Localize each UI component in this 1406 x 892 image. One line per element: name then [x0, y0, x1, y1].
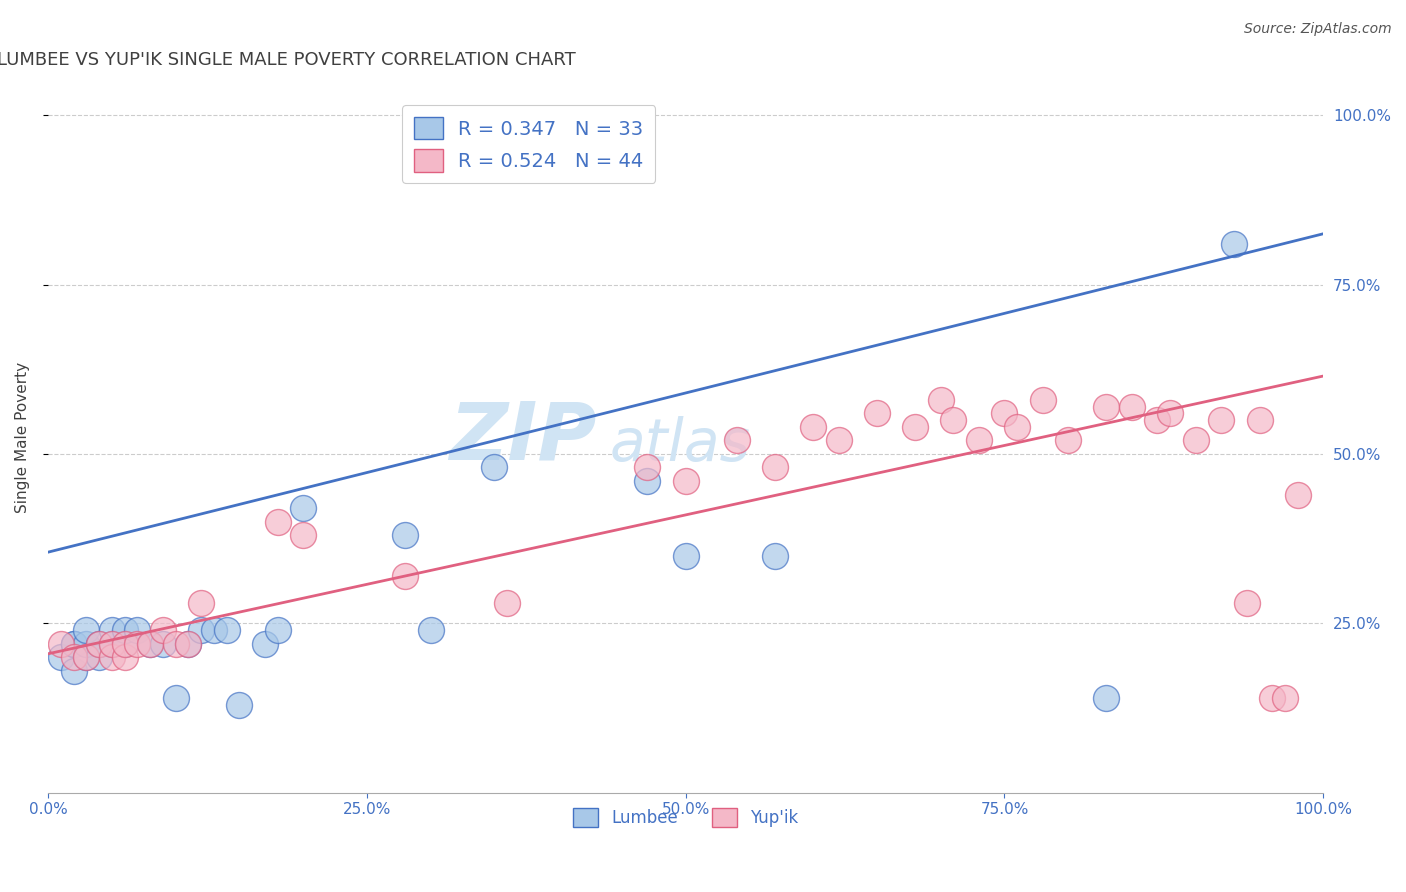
Point: [1274, 690, 1296, 705]
Point: [484, 460, 506, 475]
Point: [127, 637, 149, 651]
Point: [62, 650, 84, 665]
Point: [828, 434, 851, 448]
Text: Source: ZipAtlas.com: Source: ZipAtlas.com: [1244, 22, 1392, 37]
Point: [114, 623, 136, 637]
Y-axis label: Single Male Poverty: Single Male Poverty: [15, 361, 30, 513]
Point: [101, 623, 124, 637]
Point: [763, 549, 786, 563]
Point: [1146, 413, 1168, 427]
Point: [114, 637, 136, 651]
Point: [1095, 690, 1118, 705]
Text: atlas: atlas: [609, 416, 751, 473]
Point: [139, 637, 162, 651]
Point: [75, 623, 97, 637]
Point: [62, 637, 84, 651]
Point: [1032, 392, 1054, 407]
Point: [292, 501, 315, 516]
Point: [292, 528, 315, 542]
Point: [177, 637, 200, 651]
Point: [266, 623, 288, 637]
Point: [152, 623, 174, 637]
Point: [152, 637, 174, 651]
Point: [1057, 434, 1080, 448]
Point: [75, 650, 97, 665]
Point: [75, 637, 97, 651]
Point: [1095, 400, 1118, 414]
Point: [139, 637, 162, 651]
Point: [636, 460, 658, 475]
Point: [967, 434, 990, 448]
Point: [165, 637, 187, 651]
Text: ZIP: ZIP: [449, 398, 596, 476]
Point: [929, 392, 952, 407]
Point: [49, 650, 72, 665]
Point: [1121, 400, 1143, 414]
Point: [49, 637, 72, 651]
Point: [101, 650, 124, 665]
Point: [496, 596, 519, 610]
Point: [1159, 406, 1181, 420]
Point: [1286, 487, 1309, 501]
Point: [636, 474, 658, 488]
Point: [190, 596, 212, 610]
Point: [1236, 596, 1258, 610]
Point: [904, 420, 927, 434]
Point: [87, 637, 110, 651]
Point: [419, 623, 441, 637]
Point: [228, 698, 250, 712]
Point: [75, 650, 97, 665]
Point: [202, 623, 225, 637]
Point: [394, 528, 416, 542]
Point: [1223, 236, 1246, 251]
Point: [253, 637, 276, 651]
Point: [87, 650, 110, 665]
Point: [114, 650, 136, 665]
Point: [62, 637, 84, 651]
Point: [165, 690, 187, 705]
Point: [101, 637, 124, 651]
Point: [177, 637, 200, 651]
Point: [215, 623, 238, 637]
Point: [87, 637, 110, 651]
Point: [801, 420, 824, 434]
Point: [1184, 434, 1206, 448]
Point: [942, 413, 965, 427]
Point: [1211, 413, 1233, 427]
Point: [763, 460, 786, 475]
Point: [1005, 420, 1028, 434]
Point: [101, 637, 124, 651]
Point: [1261, 690, 1284, 705]
Point: [675, 474, 697, 488]
Point: [394, 569, 416, 583]
Point: [190, 623, 212, 637]
Point: [725, 434, 748, 448]
Point: [266, 515, 288, 529]
Point: [114, 637, 136, 651]
Point: [675, 549, 697, 563]
Point: [62, 664, 84, 678]
Legend: Lumbee, Yup'ik: Lumbee, Yup'ik: [567, 802, 804, 834]
Text: LUMBEE VS YUP'IK SINGLE MALE POVERTY CORRELATION CHART: LUMBEE VS YUP'IK SINGLE MALE POVERTY COR…: [0, 51, 576, 69]
Point: [127, 623, 149, 637]
Point: [1249, 413, 1271, 427]
Point: [993, 406, 1015, 420]
Point: [866, 406, 889, 420]
